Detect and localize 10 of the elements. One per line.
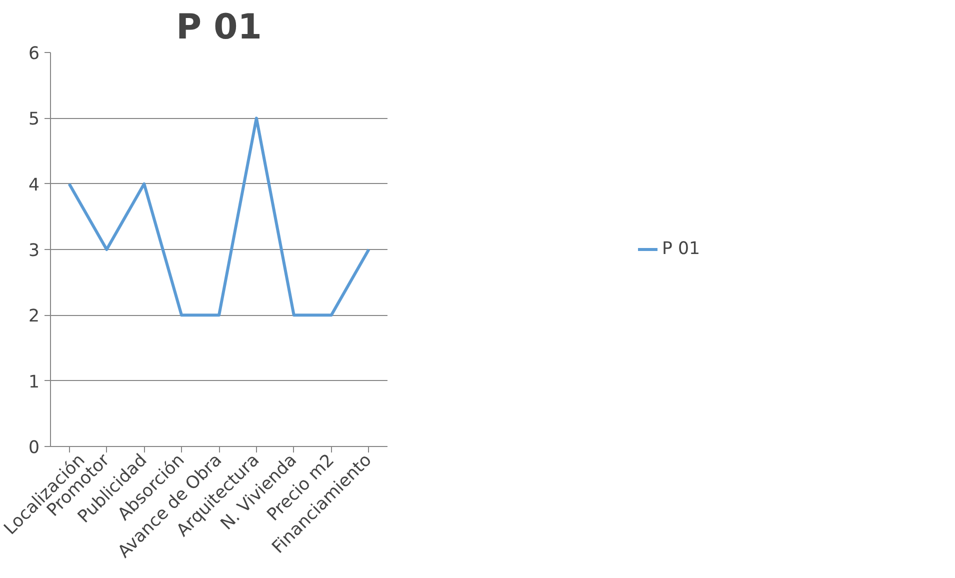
line-series [68, 116, 370, 317]
y-tick-label: 3 [28, 241, 40, 261]
chart-title: P 01 [176, 8, 262, 48]
legend-label: P 01 [662, 239, 700, 259]
y-tick-label: 4 [28, 175, 40, 196]
y-tick-label: 0 [28, 438, 40, 458]
y-tick-label: 2 [28, 306, 40, 327]
y-tick-label: 1 [28, 372, 40, 392]
y-tick-label: 6 [28, 44, 40, 64]
y-tick-label: 5 [28, 110, 40, 130]
